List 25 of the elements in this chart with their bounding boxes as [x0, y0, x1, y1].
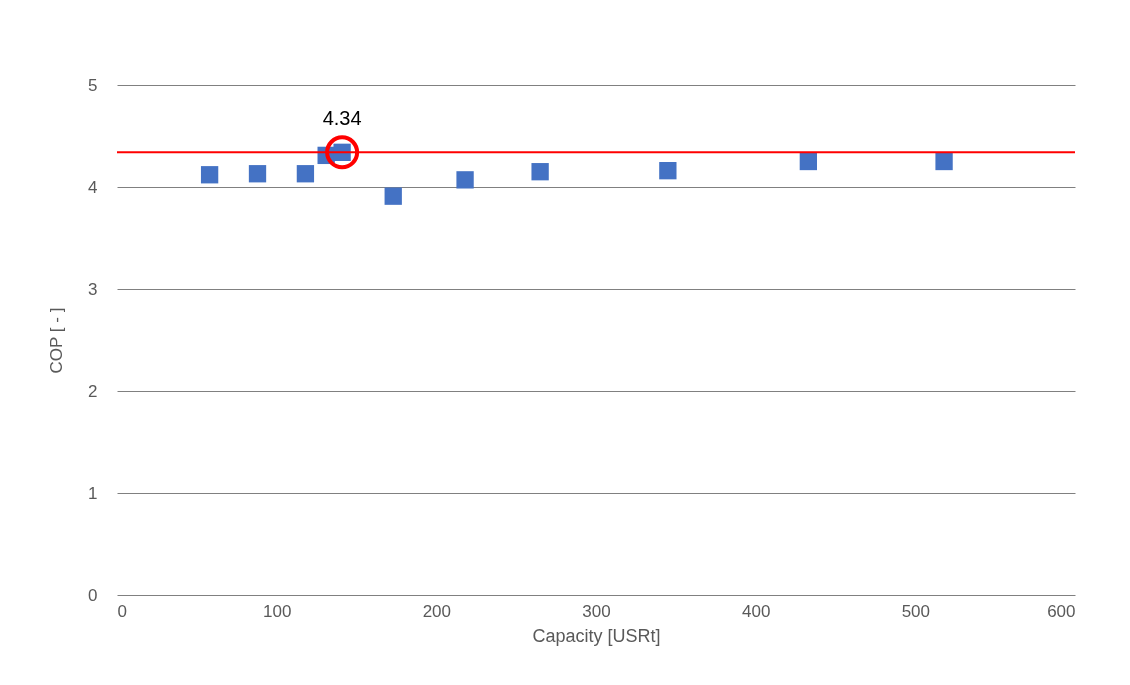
point: [384, 187, 402, 205]
y-tick-label: 2: [88, 381, 98, 401]
y-tick-label: 4: [88, 177, 98, 197]
point: [799, 152, 818, 171]
x-tick-label: 300: [582, 601, 611, 621]
x-tick-label: 400: [741, 601, 771, 621]
point: [296, 165, 315, 183]
x-tick-label: 100: [262, 601, 292, 621]
point: [531, 163, 549, 181]
x-tick-label: 600: [1047, 601, 1076, 621]
point: [659, 162, 677, 180]
y-tick-label: 0: [88, 585, 98, 605]
y-tick-label: 1: [88, 483, 98, 503]
point: [248, 165, 267, 183]
x-axis-title: Capacity [USRt]: [532, 625, 661, 646]
annotation: 4.34: [322, 107, 362, 130]
x-tick-label: 200: [422, 601, 452, 621]
point: [456, 171, 474, 189]
y-tick-label: 3: [88, 279, 98, 299]
y-tick-label: 5: [88, 75, 98, 95]
x-tick-label: 500: [901, 601, 931, 621]
point: [200, 166, 219, 184]
y-axis-title: COP [ - ]: [47, 307, 67, 374]
x-tick-label: 0: [117, 601, 127, 621]
point: [935, 152, 953, 171]
